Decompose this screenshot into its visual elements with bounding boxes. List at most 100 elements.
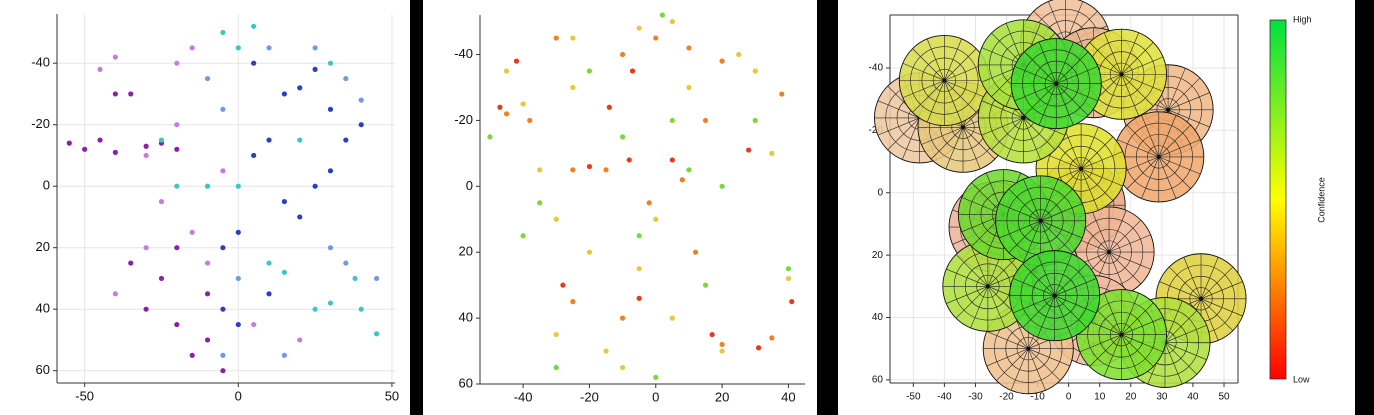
point	[174, 245, 180, 251]
bubble-spoke	[944, 80, 977, 113]
bubble-spoke	[1121, 32, 1140, 75]
y-tick-label: 60	[872, 375, 884, 386]
bubble-spoke	[1200, 281, 1243, 300]
point	[297, 214, 303, 220]
point	[503, 68, 510, 74]
bubble-spoke	[1158, 124, 1191, 158]
point	[327, 60, 334, 66]
point	[520, 233, 526, 239]
point	[235, 321, 241, 328]
point	[620, 51, 626, 58]
point	[719, 341, 725, 348]
bubble-center	[1026, 346, 1031, 351]
point	[669, 157, 675, 163]
bubble-spoke	[926, 80, 945, 123]
bubble-center	[1054, 81, 1059, 86]
bubble-spoke	[1108, 219, 1142, 253]
point	[327, 106, 334, 112]
bubble-spoke	[987, 286, 1006, 329]
point	[174, 60, 180, 66]
x-tick-label: -30	[968, 392, 983, 403]
point	[746, 147, 752, 153]
point	[251, 152, 257, 159]
bubble-spoke	[996, 348, 1029, 381]
bubble-spoke	[946, 268, 988, 287]
bubble-spoke	[921, 126, 964, 145]
bubble-center	[1107, 250, 1112, 255]
bubble-spoke	[1167, 92, 1210, 111]
bubble-spoke	[1108, 234, 1151, 253]
x-tick-label: -20	[999, 392, 1014, 403]
point	[570, 299, 576, 305]
point	[553, 364, 559, 371]
bubble-spoke	[944, 48, 977, 81]
bubble-spoke	[901, 117, 920, 160]
point	[785, 275, 792, 282]
point	[620, 364, 626, 371]
bubble-spoke	[1054, 263, 1087, 296]
point	[358, 97, 364, 103]
bubble-spoke	[1080, 127, 1099, 169]
point	[204, 291, 211, 297]
point	[220, 306, 226, 312]
x-tick-label: 40	[1187, 392, 1199, 403]
bubble-spoke	[1054, 253, 1073, 296]
bubble-spoke	[1200, 298, 1234, 331]
bubble-spoke	[1158, 115, 1177, 158]
bubble-center	[1021, 115, 1026, 120]
point	[702, 117, 709, 124]
x-tick-label: 40	[781, 389, 795, 404]
point	[112, 91, 118, 97]
bubble-spoke	[1080, 151, 1123, 170]
point	[143, 245, 149, 251]
point	[620, 315, 626, 321]
point	[158, 137, 165, 143]
bubble-spoke	[1080, 168, 1114, 201]
x-tick-label: -40	[937, 392, 952, 403]
bubble-spoke	[1121, 73, 1164, 92]
point	[570, 35, 576, 41]
bubble-spoke	[1024, 83, 1057, 116]
bubble-spoke	[1008, 220, 1041, 253]
point	[112, 54, 118, 60]
point	[603, 167, 609, 173]
point	[220, 352, 226, 358]
point	[537, 200, 543, 206]
bubble-spoke	[1121, 302, 1154, 335]
x-tick-label: -50	[75, 388, 94, 403]
bubble-center	[1038, 218, 1043, 223]
point	[281, 198, 287, 205]
bubble-spoke	[1121, 74, 1154, 107]
point	[520, 101, 526, 107]
bubble-center	[942, 78, 947, 83]
point	[553, 216, 559, 222]
bubble-spoke	[987, 254, 1020, 287]
bubble-spoke	[1121, 334, 1140, 377]
bubble-spoke	[1040, 188, 1073, 222]
bubble-spoke	[970, 244, 989, 287]
bubble-spoke	[1079, 334, 1122, 353]
bubble-center	[1119, 72, 1124, 77]
bubble-spoke	[1089, 42, 1122, 75]
point	[204, 260, 211, 266]
bubble-spoke	[944, 80, 987, 99]
point	[327, 168, 334, 174]
point	[620, 134, 626, 140]
bubble-spoke	[877, 117, 920, 136]
point	[97, 66, 103, 72]
bubble-spoke	[1103, 74, 1122, 116]
bubble-spoke	[1005, 117, 1024, 160]
bubble-spoke	[962, 127, 981, 170]
point	[112, 149, 118, 155]
bubble-spoke	[986, 348, 1029, 367]
point	[266, 137, 272, 143]
bubble-center	[1119, 332, 1124, 337]
bubble-spoke	[1040, 220, 1083, 239]
bubble-spoke	[1103, 334, 1122, 377]
point	[66, 140, 72, 146]
point	[570, 84, 576, 91]
bubble-spoke	[1117, 139, 1159, 158]
x-tick-label: -50	[906, 392, 921, 403]
point	[719, 348, 725, 354]
